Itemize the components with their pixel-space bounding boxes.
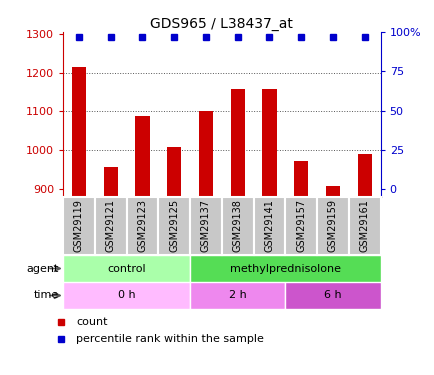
Bar [325,186,339,197]
Text: GSM29141: GSM29141 [264,200,274,252]
Text: 0 h: 0 h [118,291,135,300]
Text: GSM29119: GSM29119 [74,200,84,252]
Text: GSM29121: GSM29121 [105,200,115,252]
Bar [103,167,118,197]
Text: GSM29161: GSM29161 [359,200,369,252]
Text: 6 h: 6 h [323,291,341,300]
Bar [135,116,149,197]
FancyBboxPatch shape [285,282,380,309]
Bar [293,161,308,197]
FancyBboxPatch shape [63,282,190,309]
Text: GSM29123: GSM29123 [137,200,147,252]
Bar [72,67,86,197]
Text: GSM29157: GSM29157 [296,200,306,252]
Text: 2 h: 2 h [228,291,246,300]
FancyBboxPatch shape [190,282,285,309]
Bar [230,89,244,197]
FancyBboxPatch shape [63,255,190,282]
Text: percentile rank within the sample: percentile rank within the sample [76,334,263,344]
Text: time: time [33,291,59,300]
Bar [357,154,371,197]
Text: control: control [107,264,145,273]
FancyBboxPatch shape [190,255,380,282]
Bar [262,89,276,197]
Text: GSM29138: GSM29138 [232,200,242,252]
Text: count: count [76,317,107,327]
Bar [167,147,181,197]
Text: methylprednisolone: methylprednisolone [229,264,340,273]
Text: agent: agent [26,264,59,273]
Text: GSM29137: GSM29137 [201,200,210,252]
Title: GDS965 / L38437_at: GDS965 / L38437_at [150,17,293,31]
Bar [198,111,213,197]
Text: GSM29159: GSM29159 [327,200,337,252]
Text: GSM29125: GSM29125 [169,200,179,252]
